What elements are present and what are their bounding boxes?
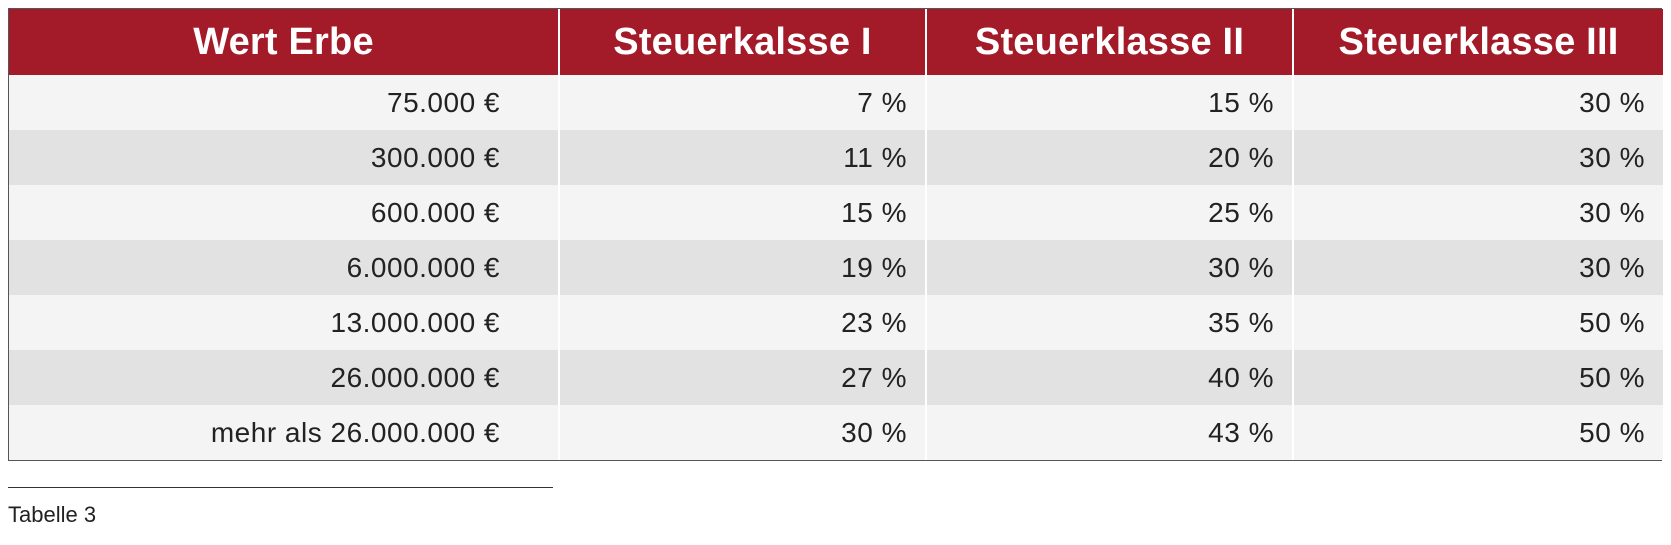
cell-steuerklasse-1: 23 % (558, 295, 926, 350)
cell-steuerklasse-2: 35 % (925, 295, 1293, 350)
cell-steuerklasse-1: 15 % (558, 185, 926, 240)
column-header-steuerklasse-2: Steuerklasse II (925, 9, 1293, 75)
cell-steuerklasse-3: 50 % (1292, 295, 1663, 350)
cell-steuerklasse-2: 43 % (925, 405, 1293, 460)
column-header-steuerklasse-3: Steuerklasse III (1292, 9, 1663, 75)
cell-steuerklasse-3: 30 % (1292, 130, 1663, 185)
tax-rate-table: Wert Erbe Steuerkalsse I Steuerklasse II… (9, 9, 1663, 460)
cell-steuerklasse-3: 30 % (1292, 185, 1663, 240)
cell-steuerklasse-3: 50 % (1292, 350, 1663, 405)
tax-table: Wert Erbe Steuerkalsse I Steuerklasse II… (8, 8, 1663, 461)
cell-wert-erbe: mehr als 26.000.000 € (9, 405, 559, 460)
table-row: 6.000.000 € 19 % 30 % 30 % (9, 240, 1663, 295)
table-caption: Tabelle 3 (8, 502, 97, 527)
cell-steuerklasse-2: 20 % (925, 130, 1293, 185)
cell-steuerklasse-2: 30 % (925, 240, 1293, 295)
cell-steuerklasse-1: 7 % (558, 75, 926, 130)
cell-steuerklasse-1: 27 % (558, 350, 926, 405)
cell-wert-erbe: 26.000.000 € (9, 350, 559, 405)
cell-wert-erbe: 600.000 € (9, 185, 559, 240)
column-header-steuerklasse-1: Steuerkalsse I (558, 9, 926, 75)
cell-steuerklasse-2: 25 % (925, 185, 1293, 240)
cell-wert-erbe: 13.000.000 € (9, 295, 559, 350)
table-row: 75.000 € 7 % 15 % 30 % (9, 75, 1663, 130)
cell-steuerklasse-2: 40 % (925, 350, 1293, 405)
cell-wert-erbe: 300.000 € (9, 130, 559, 185)
cell-steuerklasse-3: 30 % (1292, 75, 1663, 130)
caption-divider (8, 487, 553, 488)
cell-steuerklasse-1: 11 % (558, 130, 926, 185)
column-header-wert-erbe: Wert Erbe (9, 9, 559, 75)
table-row: 300.000 € 11 % 20 % 30 % (9, 130, 1663, 185)
cell-steuerklasse-3: 30 % (1292, 240, 1663, 295)
table-header-row: Wert Erbe Steuerkalsse I Steuerklasse II… (9, 9, 1663, 75)
cell-steuerklasse-3: 50 % (1292, 405, 1663, 460)
cell-wert-erbe: 75.000 € (9, 75, 559, 130)
cell-steuerklasse-2: 15 % (925, 75, 1293, 130)
cell-steuerklasse-1: 19 % (558, 240, 926, 295)
table-row: 600.000 € 15 % 25 % 30 % (9, 185, 1663, 240)
table-row: mehr als 26.000.000 € 30 % 43 % 50 % (9, 405, 1663, 460)
table-row: 13.000.000 € 23 % 35 % 50 % (9, 295, 1663, 350)
cell-steuerklasse-1: 30 % (558, 405, 926, 460)
cell-wert-erbe: 6.000.000 € (9, 240, 559, 295)
table-row: 26.000.000 € 27 % 40 % 50 % (9, 350, 1663, 405)
